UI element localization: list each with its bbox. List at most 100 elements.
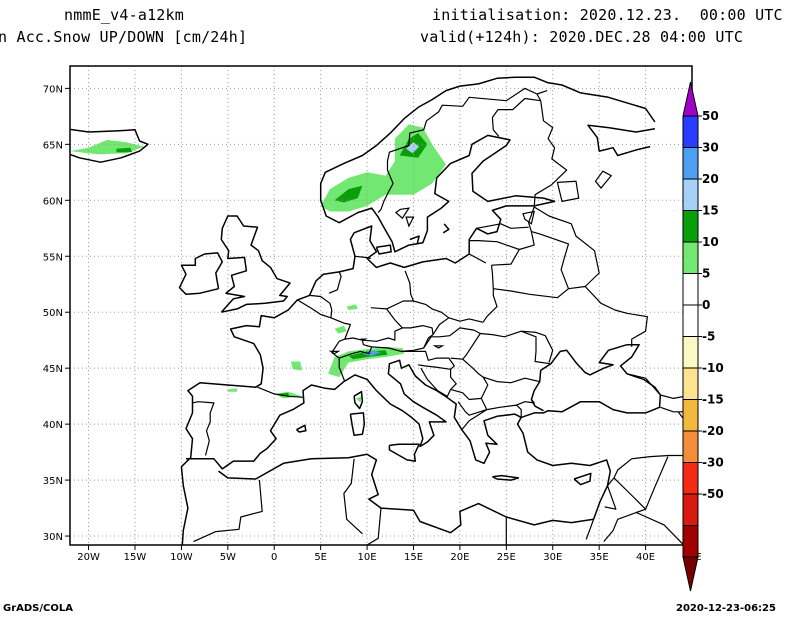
country-border [585,519,595,540]
colorbar-segment [682,336,699,369]
lake-outline [328,350,341,355]
country-border [423,327,481,349]
country-border [480,376,540,399]
country-border [604,485,617,510]
country-border [468,253,487,264]
country-border [366,508,382,545]
lon-tick-label: 25E [497,552,516,563]
colorbar-segment [682,493,699,526]
coastline [186,359,612,520]
coastline [178,252,224,296]
snow-area-cantabria [227,388,238,392]
lat-tick-label: 45N [43,364,63,375]
lake-outline [556,180,580,203]
country-border [193,480,263,543]
coastline [353,390,364,410]
lake-outline [394,207,411,220]
colorbar-segment [682,525,699,558]
snow-area-corsica [355,396,362,403]
lon-tick-label: 35E [590,552,609,563]
country-border [482,265,498,323]
lat-tick-label: 70N [43,84,63,95]
colorbar-label: 20 [702,172,719,186]
country-border [462,330,551,378]
country-border [531,231,570,289]
colorbar-segment [682,210,699,243]
country-border [461,404,522,431]
lon-tick-label: 15E [404,552,423,563]
render-timestamp: 2020-12-23-06:25 [676,603,776,614]
colorbar-segment [682,241,699,274]
coastline [180,76,656,468]
country-border [404,270,415,302]
country-border [420,367,448,397]
lat-tick-label: 60N [43,196,63,207]
colorbar-segment [682,115,699,148]
country-border [386,300,450,319]
snow-area-scandinavia-north-core [406,142,420,154]
country-border [386,308,403,329]
country-border [192,401,215,456]
colorbar-segment [682,430,699,463]
colorbar-segment [682,367,699,400]
coastline [218,453,594,534]
colorbar-label: -5 [702,330,715,344]
colorbar-segment [682,178,699,211]
country-border [645,456,669,510]
colorbar-label: 15 [702,204,719,218]
country-border [516,399,535,406]
coastline [442,223,450,234]
country-border [636,511,684,545]
snow-area-iceland [70,139,145,155]
map-frame [69,65,693,546]
colorbar-segment [682,399,699,432]
colorbar-label: 50 [702,109,719,123]
lon-tick-label: 30E [543,552,562,563]
lat-tick-label: 55N [43,252,63,263]
country-border [377,87,538,213]
country-border [493,285,649,347]
valid-time: valid(+124h): 2020.DEC.28 04:00 UTC [420,28,744,46]
colorbar-label: 0 [702,298,710,312]
country-border [309,294,333,318]
country-border [476,223,529,229]
colorbar-segment [682,273,699,306]
snow-area-iceland-core [116,147,133,153]
country-border [328,271,342,294]
country-border [521,330,554,363]
lon-tick-label: 20W [77,552,100,563]
colorbar-label: 10 [702,235,719,249]
lon-tick-label: 5W [220,552,236,563]
lon-tick-label: 10E [358,552,377,563]
parameter-title: n Acc.Snow UP/DOWN [cm/24h] [0,28,248,46]
country-border [343,458,363,535]
country-border [607,411,691,487]
snow-area-vosges [334,325,347,334]
country-border [363,325,434,352]
lake-outline [432,345,445,349]
lake-outline [522,210,535,225]
colorbar-bottom-arrow [682,556,699,592]
model-title: nmmE_v4-a12km [64,6,184,24]
lake-outline [360,338,368,341]
lon-tick-label: 20E [450,552,469,563]
coastline [388,443,420,462]
lat-tick-label: 40N [43,420,63,431]
colorbar-label: -30 [702,456,724,470]
lake-outline [594,170,613,189]
country-border [533,206,600,287]
country-border [257,386,304,398]
init-time: initialisation: 2020.12.23. 00:00 UTC [432,6,783,24]
colorbar-top-arrow [682,81,699,117]
lon-tick-label: 0 [271,552,277,563]
country-border [469,240,520,251]
grads-credit: GrADS/COLA [3,603,73,614]
colorbar-segment [682,462,699,495]
country-border [491,97,541,137]
colorbar-label: -15 [702,393,724,407]
country-border [401,350,457,398]
country-border [450,357,463,360]
colorbar-segment [682,304,699,337]
lon-tick-label: 40E [636,552,655,563]
